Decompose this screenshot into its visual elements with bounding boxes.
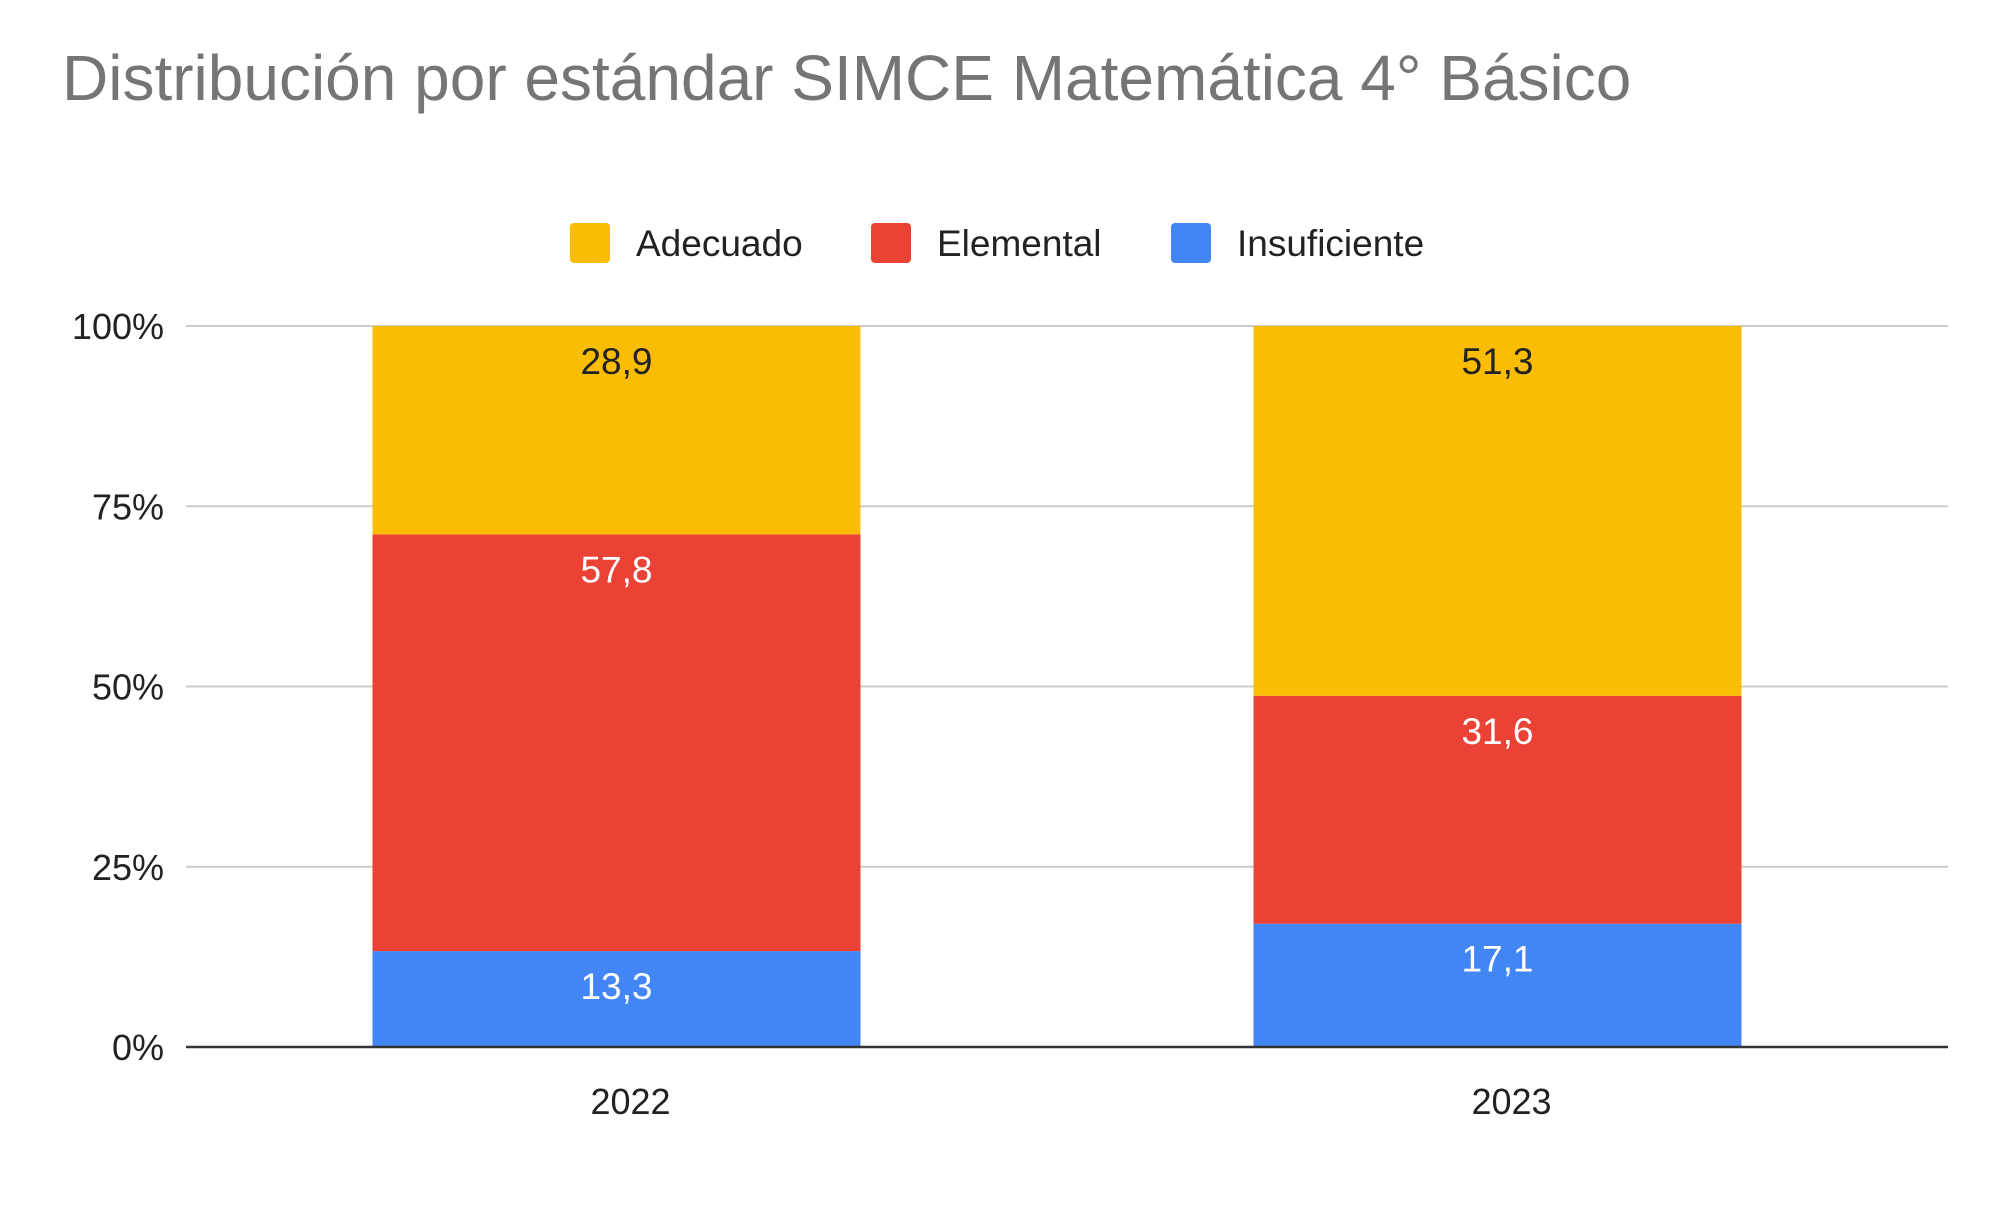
data-label: 17,1 [1461,939,1533,980]
legend-label: Insuficiente [1237,223,1424,264]
data-label: 28,9 [580,341,652,382]
data-labels: 13,3 57,8 28,9 17,1 31,6 51,3 [580,341,1533,1007]
legend-label: Elemental [937,223,1102,264]
data-label: 51,3 [1461,341,1533,382]
bar-segment [1253,695,1742,924]
bars [372,326,1742,1047]
data-label: 57,8 [580,549,652,590]
y-tick-label: 75% [92,486,164,527]
legend-item: Elemental [871,223,1102,264]
bar-segment [372,951,861,1047]
axes: 0% 25% 50% 75% 100% 2022 2023 [72,306,1948,1122]
y-tick-label: 25% [92,847,164,888]
legend-label: Adecuado [636,223,803,264]
legend-swatch [570,223,610,263]
y-tick-label: 0% [112,1027,164,1068]
bar-segment [372,326,861,535]
x-tick-label: 2022 [590,1081,670,1122]
legend-swatch [1171,223,1211,263]
bar-segment [1253,326,1742,696]
x-tick-label: 2023 [1471,1081,1551,1122]
legend-item: Insuficiente [1171,223,1424,264]
bar-segment [1253,923,1742,1047]
data-label: 31,6 [1461,711,1533,752]
chart-title: Distribución por estándar SIMCE Matemáti… [62,42,1631,114]
legend-item: Adecuado [570,223,803,264]
legend: Adecuado Elemental Insuficiente [570,223,1424,264]
legend-swatch [871,223,911,263]
y-tick-label: 50% [92,667,164,708]
y-tick-label: 100% [72,306,164,347]
data-label: 13,3 [580,966,652,1007]
bar-segment [372,534,861,952]
